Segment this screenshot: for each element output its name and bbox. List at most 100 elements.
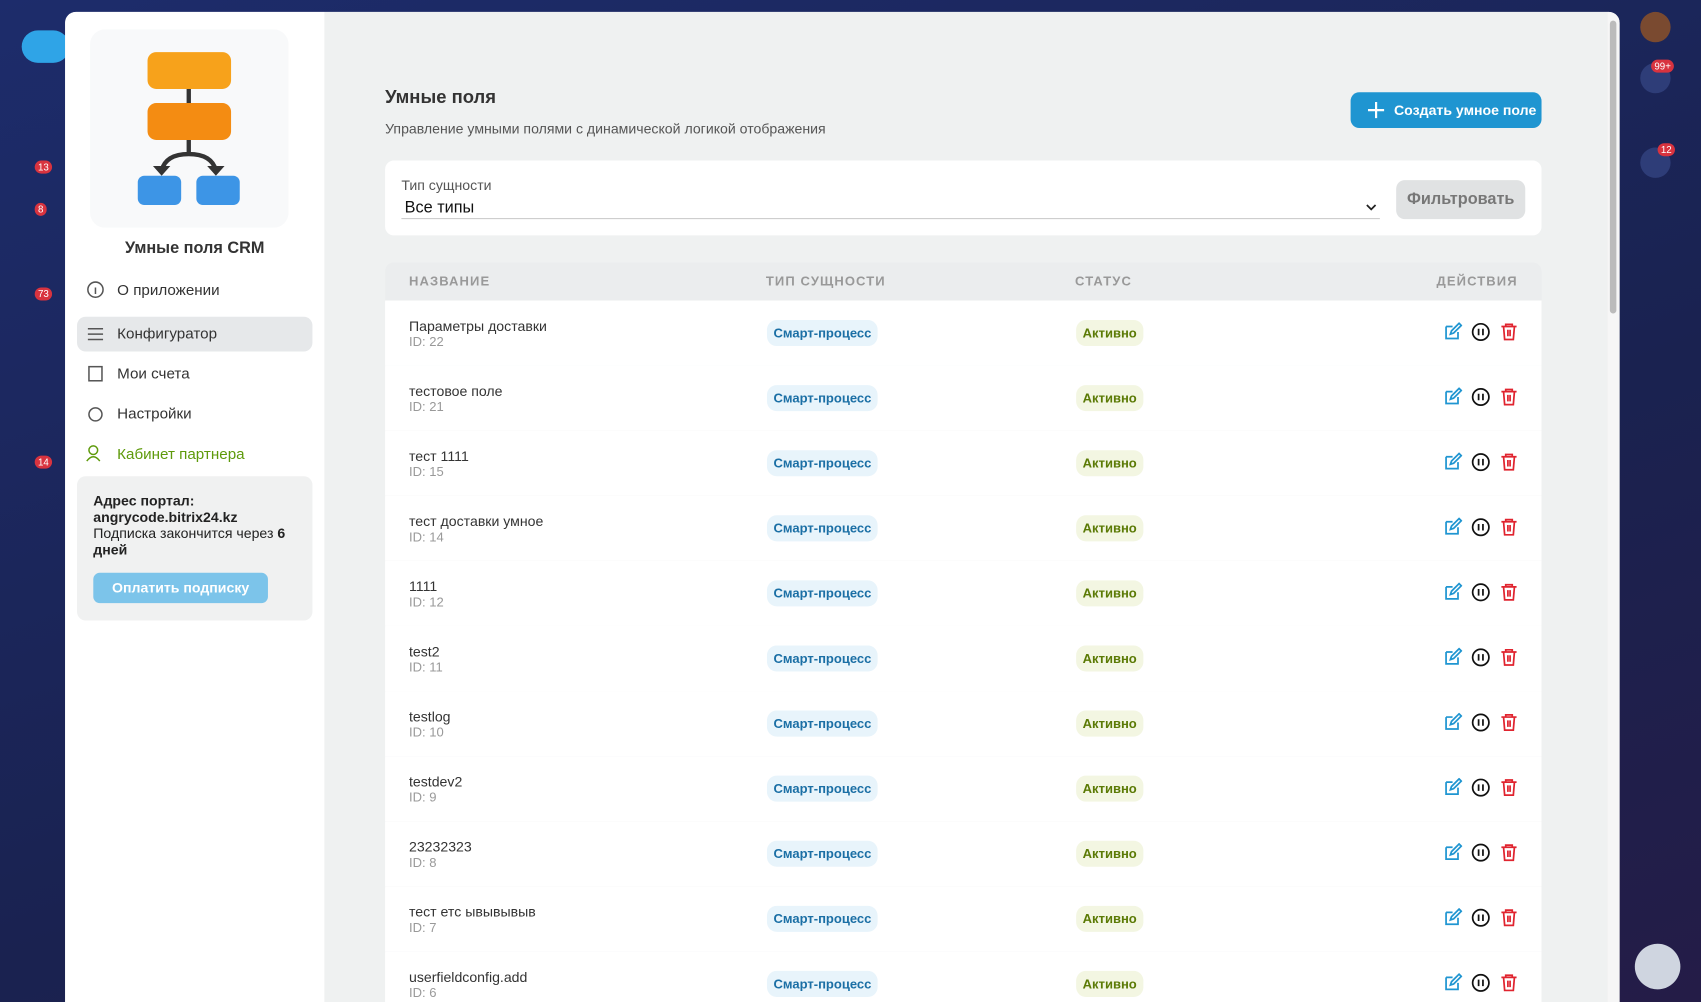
- entity-type-badge: Смарт-процесс: [766, 970, 878, 997]
- status-badge: Активно: [1076, 385, 1144, 412]
- field-id: ID: 14: [408, 529, 444, 545]
- edit-button[interactable]: [1443, 387, 1463, 407]
- pause-button[interactable]: [1471, 713, 1491, 733]
- delete-button[interactable]: [1499, 713, 1519, 733]
- status-badge: Активно: [1076, 775, 1144, 802]
- edit-button[interactable]: [1443, 452, 1463, 472]
- icon: [1471, 322, 1490, 341]
- edit-button[interactable]: [1443, 322, 1463, 342]
- field-id: ID: 15: [408, 464, 444, 480]
- delete-button[interactable]: [1499, 648, 1519, 668]
- chevron: [1366, 204, 1377, 211]
- delete-button[interactable]: [1499, 322, 1519, 342]
- portal-address: angrycode.bitrix24.kz: [93, 508, 238, 526]
- pause-button[interactable]: [1471, 843, 1491, 863]
- table-row: тестовое поле ID: 21 Смарт-процесс Активно: [385, 365, 1542, 432]
- badge: 8: [34, 202, 47, 216]
- icon: [1445, 972, 1463, 991]
- table-row: test2 ID: 11 Смарт-процесс Активно: [385, 625, 1542, 693]
- delete-button[interactable]: [1499, 583, 1519, 603]
- pause-button[interactable]: [1471, 908, 1491, 928]
- delete-button[interactable]: [1499, 452, 1519, 472]
- icon: [1501, 583, 1517, 601]
- status-badge: Активно: [1076, 970, 1144, 997]
- close-button[interactable]: [21, 30, 70, 63]
- field-name: 23232323: [408, 838, 472, 855]
- icon: [1501, 974, 1517, 992]
- icon: [1445, 647, 1463, 665]
- icon: [1471, 713, 1490, 732]
- edit-button[interactable]: [1443, 712, 1463, 733]
- status-badge: Активно: [1076, 450, 1144, 477]
- entity-type-badge: Смарт-процесс: [766, 775, 878, 802]
- portal-label: Адрес портал:: [93, 492, 195, 509]
- edit-button[interactable]: [1443, 647, 1463, 668]
- delete-button[interactable]: [1499, 908, 1519, 928]
- edit-button[interactable]: [1443, 517, 1463, 537]
- field-name: тест 1111: [408, 448, 469, 465]
- status-badge: Активно: [1076, 840, 1144, 867]
- subscription-text: Подписка закончится через: [93, 525, 274, 542]
- field-id: ID: 11: [408, 659, 443, 675]
- table-row: userfieldconfig.add ID: 6 Смарт-процесс Акт…: [385, 951, 1542, 1002]
- filter-button[interactable]: Фильтровать: [1396, 180, 1526, 220]
- nav-item[interactable]: О приложении: [117, 280, 220, 299]
- entity-type-badge: Смарт-процесс: [766, 580, 878, 607]
- table-row: 23232323 ID: 8 Смарт-процесс Активно: [385, 821, 1542, 888]
- field-name: тестовое поле: [408, 382, 503, 400]
- delete-button[interactable]: [1499, 973, 1519, 993]
- icon: [1471, 648, 1490, 667]
- field-name: userfieldconfig.add: [408, 968, 528, 986]
- badge: 99+: [1651, 59, 1675, 73]
- icon: [1445, 322, 1463, 340]
- edit-button[interactable]: [1443, 842, 1463, 863]
- delete-button[interactable]: [1499, 843, 1519, 863]
- icon: [1471, 518, 1490, 537]
- nav-item[interactable]: Мои счета: [117, 364, 190, 382]
- nav-item[interactable]: Кабинет партнера: [117, 444, 245, 463]
- icon: [1445, 452, 1463, 470]
- create-button[interactable]: Создать умное поле: [1350, 92, 1542, 129]
- edit-button[interactable]: [1443, 972, 1463, 993]
- entity-type-badge: Смарт-процесс: [766, 450, 878, 477]
- edit-button[interactable]: [1443, 777, 1463, 798]
- table-row: тест 1111 ID: 15 Смарт-процесс Активно: [385, 430, 1542, 497]
- icon: [1501, 648, 1517, 666]
- pause-button[interactable]: [1471, 583, 1491, 603]
- column-header: СТАТУС: [1075, 273, 1132, 289]
- field-name: testdev2: [408, 773, 463, 790]
- pause-button[interactable]: [1471, 387, 1491, 407]
- status-badge: Активно: [1076, 710, 1144, 737]
- delete-button[interactable]: [1499, 778, 1519, 798]
- pause-button[interactable]: [1471, 452, 1491, 472]
- status-badge: Активно: [1076, 515, 1144, 542]
- delete-button[interactable]: [1499, 517, 1519, 537]
- table-row: тест доставки умное ID: 14 Смарт-процесс Ак…: [385, 495, 1542, 562]
- scrollbar: [1607, 11, 1620, 1002]
- edit-button[interactable]: [1443, 582, 1463, 603]
- pause-button[interactable]: [1471, 973, 1491, 993]
- pause-button[interactable]: [1471, 778, 1491, 798]
- delete-button[interactable]: [1499, 387, 1519, 407]
- avatar[interactable]: [1640, 11, 1671, 43]
- badge: 73: [34, 287, 53, 301]
- chat-button[interactable]: [1634, 943, 1681, 990]
- edit-button[interactable]: [1443, 907, 1463, 928]
- icon: [1471, 973, 1490, 992]
- status-badge: Активно: [1076, 320, 1144, 347]
- nav-item[interactable]: Конфигуратор: [117, 324, 218, 342]
- create-button-label: Создать умное поле: [1393, 101, 1537, 119]
- filter-select[interactable]: Все типы: [401, 199, 1380, 220]
- pause-button[interactable]: [1471, 517, 1491, 537]
- pause-button[interactable]: [1471, 322, 1491, 342]
- pause-button[interactable]: [1471, 648, 1491, 668]
- icon: [1501, 779, 1517, 797]
- icon: [1501, 388, 1517, 406]
- nav-item[interactable]: Настройки: [117, 404, 192, 422]
- filter-card: [385, 160, 1542, 236]
- app-title: Умные поля CRM: [125, 238, 265, 258]
- icon: [1471, 388, 1490, 407]
- icon: [1445, 842, 1463, 861]
- pay-button[interactable]: Оплатить подписку: [93, 572, 268, 604]
- icon: [1471, 583, 1490, 602]
